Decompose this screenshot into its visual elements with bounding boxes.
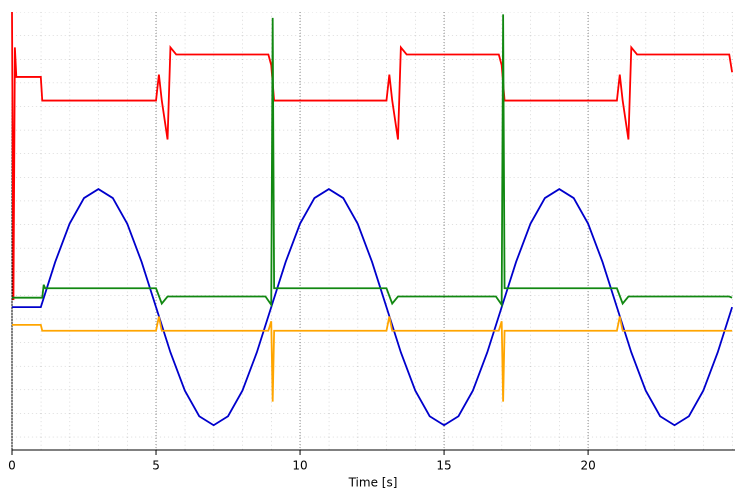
grid bbox=[12, 12, 735, 450]
x-tick-label: 15 bbox=[436, 459, 451, 473]
x-tick-label: 0 bbox=[8, 459, 16, 473]
x-tick-label: 20 bbox=[580, 459, 595, 473]
x-axis-label: Time [s] bbox=[348, 476, 398, 490]
series-line bbox=[11, 11, 734, 301]
x-tick-label: 5 bbox=[152, 459, 160, 473]
series-line bbox=[12, 316, 733, 402]
x-tick-label: 10 bbox=[292, 459, 307, 473]
series-line bbox=[12, 188, 733, 427]
series-line bbox=[12, 14, 733, 308]
